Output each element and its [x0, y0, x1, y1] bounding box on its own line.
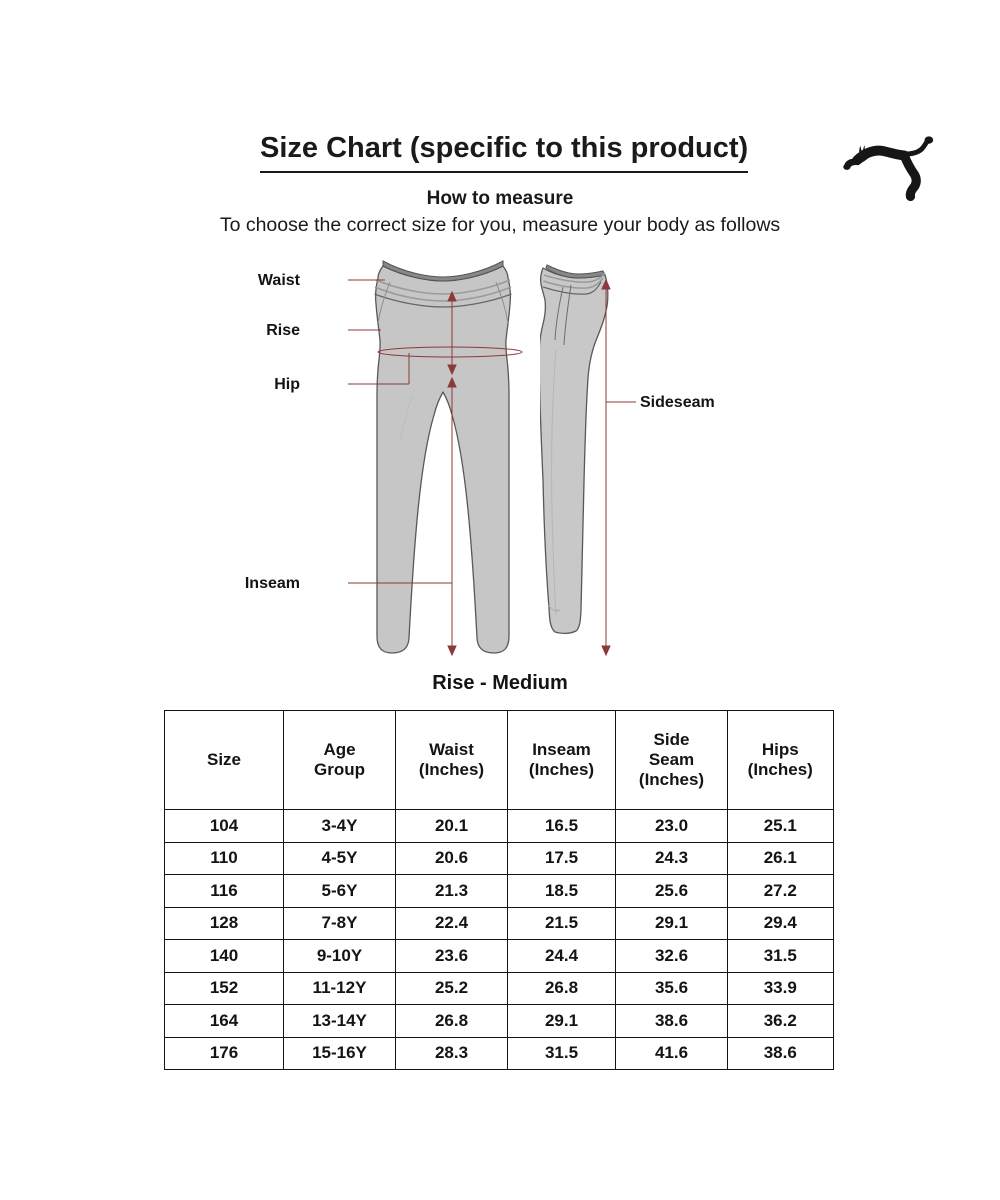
svg-text:Inseam: Inseam [245, 575, 300, 592]
svg-text:Waist: Waist [258, 272, 301, 289]
svg-text:Hip: Hip [274, 376, 300, 393]
svg-text:Rise: Rise [266, 322, 300, 339]
svg-text:Sideseam: Sideseam [640, 394, 715, 411]
